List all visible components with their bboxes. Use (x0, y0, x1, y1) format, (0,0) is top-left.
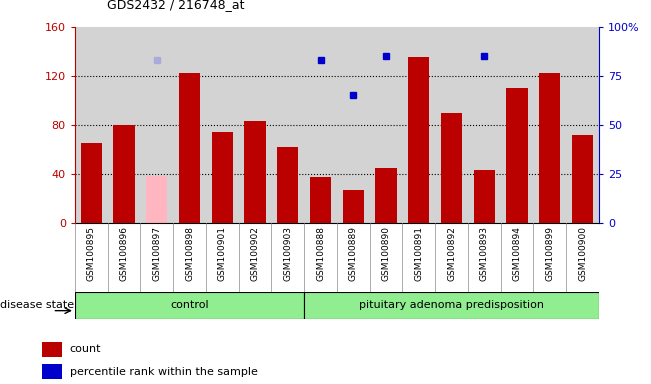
Bar (113, 125, 135, 223)
Bar (376, 168, 396, 223)
Text: count: count (70, 344, 101, 354)
Text: GSM100894: GSM100894 (512, 226, 521, 281)
Text: GSM100902: GSM100902 (251, 226, 260, 281)
Text: GSM100900: GSM100900 (578, 226, 587, 281)
Text: control: control (170, 300, 209, 310)
Bar (179, 73, 200, 223)
Text: pituitary adenoma predisposition: pituitary adenoma predisposition (359, 300, 544, 310)
Text: GSM100891: GSM100891 (414, 226, 423, 281)
Bar (408, 58, 430, 223)
Bar (75, 292, 304, 319)
Bar (310, 177, 331, 223)
Bar (146, 176, 167, 223)
Text: GSM100889: GSM100889 (349, 226, 358, 281)
Text: disease state: disease state (0, 300, 74, 310)
Bar (244, 121, 266, 223)
Bar (474, 170, 495, 223)
Text: GSM100893: GSM100893 (480, 226, 489, 281)
Text: GSM100896: GSM100896 (120, 226, 128, 281)
Bar (42, 342, 62, 357)
Bar (277, 147, 298, 223)
Bar (539, 73, 561, 223)
Text: GSM100903: GSM100903 (283, 226, 292, 281)
Bar (42, 364, 62, 379)
Text: GSM100888: GSM100888 (316, 226, 325, 281)
Text: GSM100897: GSM100897 (152, 226, 161, 281)
Bar (212, 132, 233, 223)
Bar (441, 113, 462, 223)
Bar (81, 143, 102, 223)
Text: GSM100901: GSM100901 (217, 226, 227, 281)
Text: GDS2432 / 216748_at: GDS2432 / 216748_at (107, 0, 245, 12)
Bar (342, 190, 364, 223)
Text: GSM100892: GSM100892 (447, 226, 456, 281)
Text: percentile rank within the sample: percentile rank within the sample (70, 366, 258, 377)
Text: GSM100899: GSM100899 (546, 226, 554, 281)
Bar (572, 135, 593, 223)
Text: GSM100895: GSM100895 (87, 226, 96, 281)
Bar (506, 88, 528, 223)
Bar (304, 292, 599, 319)
Text: GSM100898: GSM100898 (185, 226, 194, 281)
Text: GSM100890: GSM100890 (381, 226, 391, 281)
